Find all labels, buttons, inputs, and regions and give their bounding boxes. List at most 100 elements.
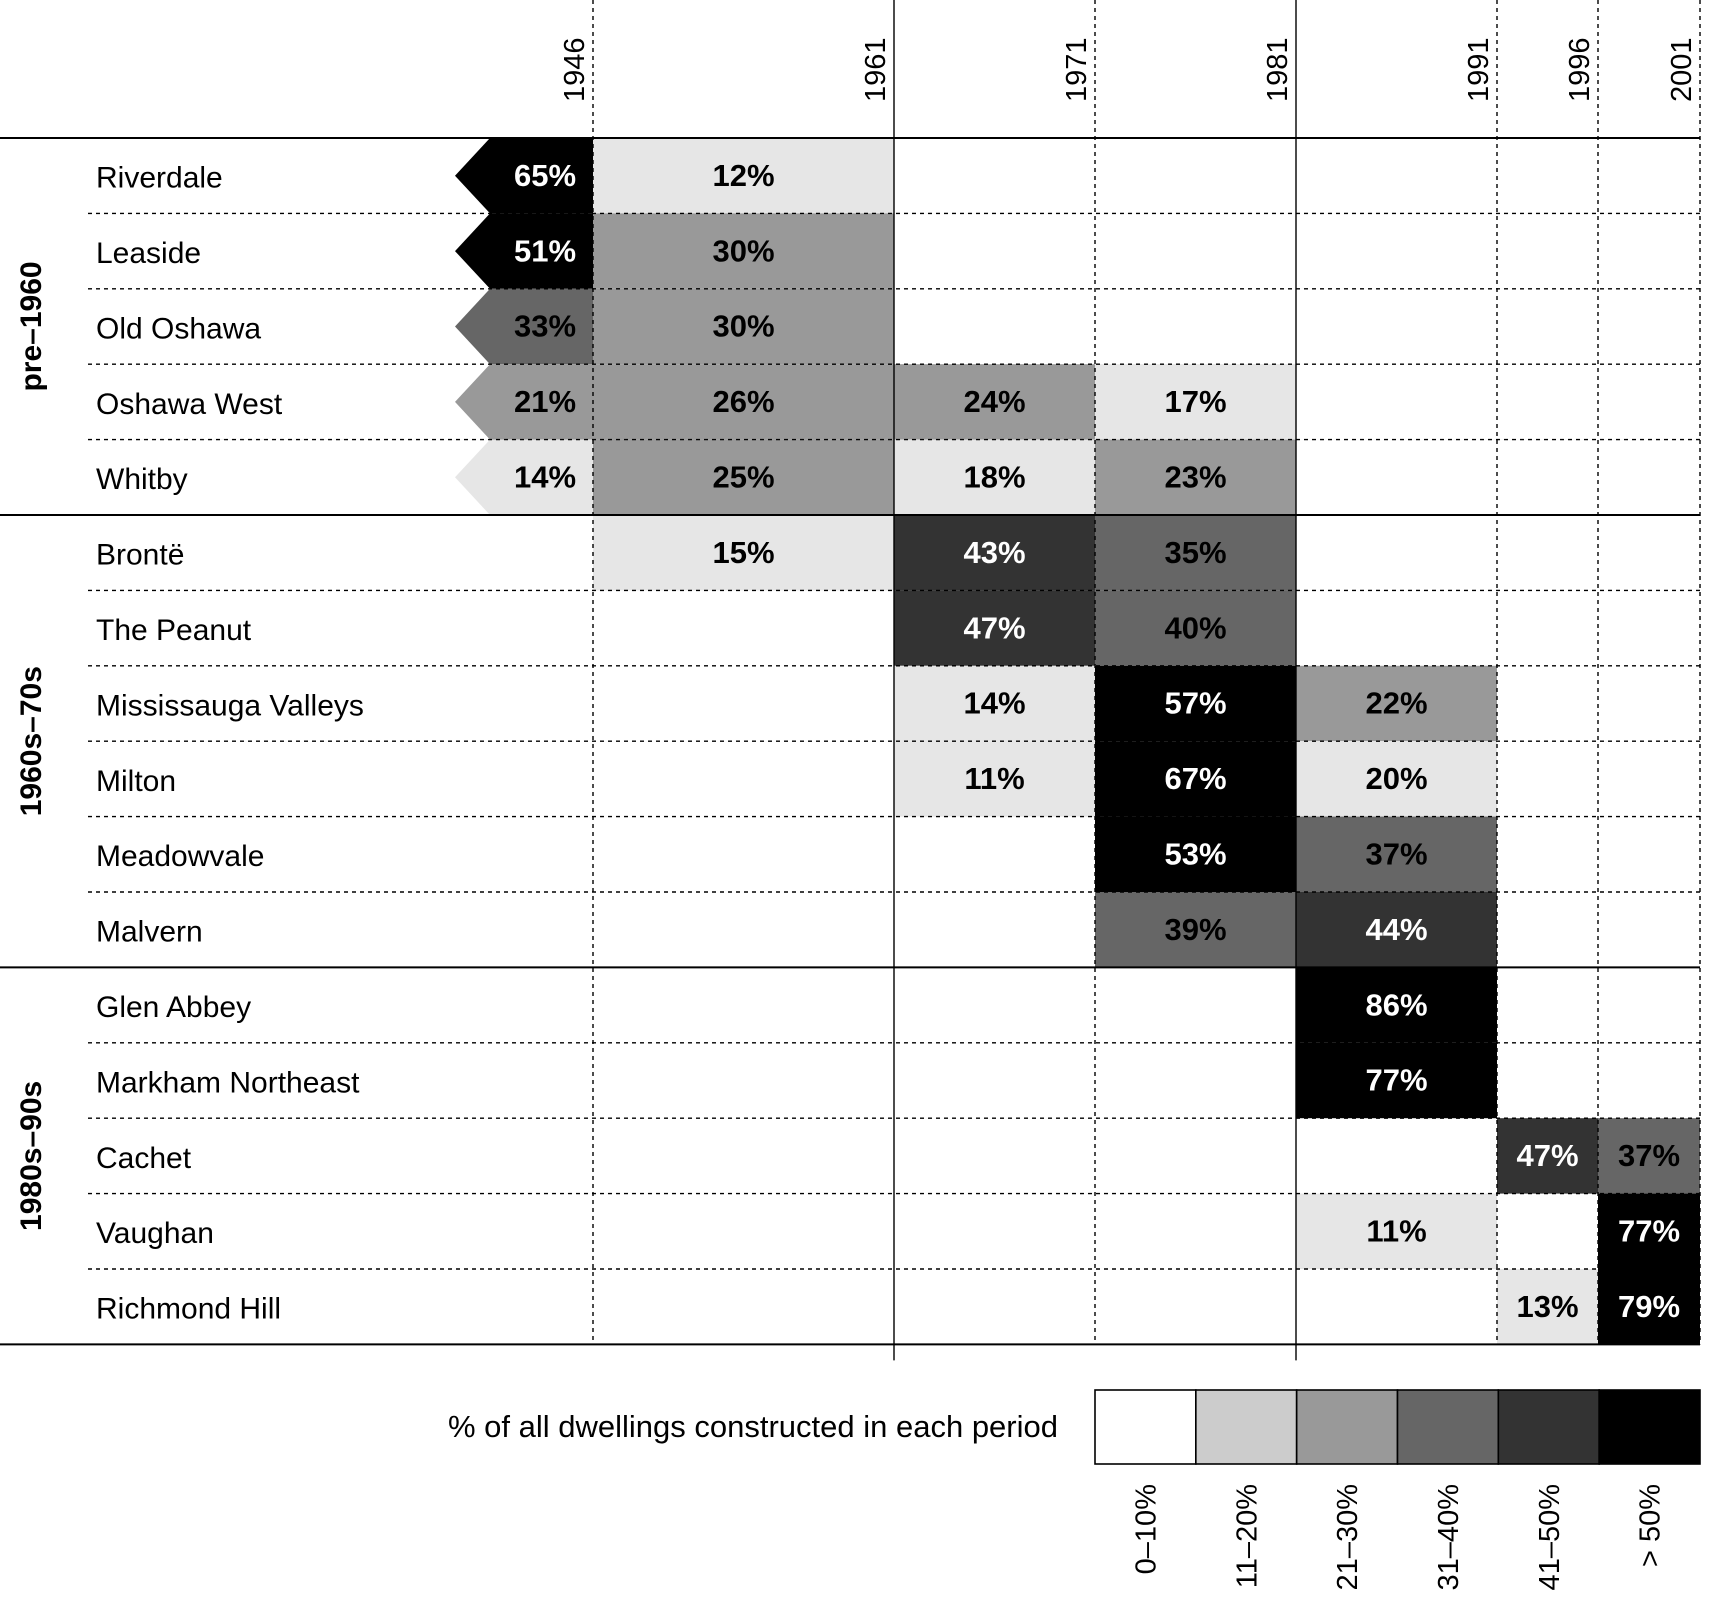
data-cell: [894, 439, 1095, 515]
row-name: The Peanut: [96, 614, 252, 647]
data-cell: [1296, 967, 1497, 1043]
data-cell: [894, 665, 1095, 742]
data-label: 20%: [1365, 761, 1427, 796]
legend-title: % of all dwellings constructed in each p…: [448, 1409, 1058, 1444]
data-cell: [1598, 1118, 1700, 1194]
data-label: 11%: [964, 761, 1024, 796]
data-label: 37%: [1365, 836, 1427, 871]
row-name: Mississauga Valleys: [96, 689, 364, 722]
data-cell: [1095, 741, 1296, 817]
row-name: Leaside: [96, 237, 201, 270]
legend-swatch: [1094, 1389, 1197, 1465]
data-cell: [894, 741, 1095, 817]
legend-swatch: [1497, 1389, 1600, 1465]
data-cell: [1598, 1193, 1700, 1269]
row-name: Vaughan: [96, 1217, 214, 1250]
data-cell: [1296, 741, 1497, 817]
row-name: Riverdale: [96, 162, 223, 195]
data-label: 67%: [1164, 761, 1226, 796]
legend-label: 31–40%: [1433, 1484, 1465, 1590]
data-label: 53%: [1164, 836, 1226, 871]
data-label: 30%: [712, 233, 774, 268]
data-label: 65%: [514, 158, 576, 193]
data-label: 57%: [1164, 686, 1226, 721]
data-cell: [1095, 364, 1296, 440]
data-cell: [593, 213, 894, 289]
data-label: 18%: [963, 459, 1025, 494]
data-label: 40%: [1164, 610, 1226, 645]
data-label: 12%: [712, 158, 774, 193]
group-label: pre–1960: [15, 261, 48, 391]
data-cell: [1296, 892, 1497, 968]
data-cell: [593, 439, 894, 515]
legend-swatch: [1295, 1389, 1399, 1465]
row-name: Malvern: [96, 916, 203, 949]
data-label: 43%: [963, 535, 1025, 570]
year-label: 2001: [1666, 37, 1698, 102]
row-name: Oshawa West: [96, 388, 283, 421]
data-label: 33%: [514, 309, 576, 344]
data-cell: [1095, 515, 1296, 591]
data-label: 13%: [1516, 1289, 1578, 1324]
data-cell: [1497, 1118, 1598, 1194]
data-cell: [593, 515, 894, 591]
data-cell: [1095, 439, 1296, 515]
data-label: 26%: [712, 384, 774, 419]
data-cell-arrow: [455, 364, 593, 440]
data-cell-arrow: [455, 213, 593, 289]
group-label: 1960s–70s: [15, 666, 48, 816]
data-cell: [593, 364, 894, 440]
year-label: 1981: [1262, 37, 1294, 102]
data-cell: [1095, 816, 1296, 892]
year-label: 1991: [1463, 37, 1495, 102]
data-label: 77%: [1365, 1063, 1427, 1098]
legend-label: 11–20%: [1231, 1484, 1263, 1588]
legend-label: 41–50%: [1534, 1484, 1566, 1590]
data-label: 35%: [1164, 535, 1226, 570]
row-name: Old Oshawa: [96, 312, 261, 345]
data-label: 47%: [963, 610, 1025, 645]
row-name: Milton: [96, 765, 176, 798]
legend-swatch: [1598, 1389, 1701, 1465]
data-label: 47%: [1516, 1138, 1578, 1173]
row-name: Meadowvale: [96, 840, 264, 873]
data-cell: [894, 590, 1095, 666]
data-label: 23%: [1164, 459, 1226, 494]
data-cell: [1095, 590, 1296, 666]
data-cell: [1296, 1193, 1497, 1269]
year-label: 1961: [860, 37, 892, 102]
data-cell: [1497, 1269, 1598, 1345]
labels-layer: 65% 12% 51% 30% 33% 30% 21% 26% 24% 17% 14% 25% 18% 2…: [15, 37, 1698, 1325]
year-label: 1971: [1061, 37, 1093, 102]
data-cell: [1296, 665, 1497, 742]
legend-swatch: [1396, 1389, 1500, 1465]
legend-label: > 50%: [1635, 1484, 1667, 1567]
row-name: Richmond Hill: [96, 1293, 281, 1326]
data-label: 77%: [1618, 1213, 1680, 1248]
data-label: 30%: [712, 309, 774, 344]
data-cell: [894, 515, 1095, 591]
row-name: Markham Northeast: [96, 1066, 360, 1099]
data-cell: [1296, 816, 1497, 892]
data-cell-arrow: [455, 288, 593, 365]
year-label: 1996: [1564, 37, 1596, 102]
data-label: 39%: [1164, 912, 1226, 947]
data-label: 79%: [1618, 1289, 1680, 1324]
data-label: 25%: [712, 459, 774, 494]
data-label: 15%: [712, 535, 774, 570]
legend-label: 21–30%: [1332, 1484, 1364, 1590]
data-label: 22%: [1365, 686, 1427, 721]
data-label: 14%: [514, 459, 576, 494]
data-cell-arrow: [455, 138, 593, 214]
year-label: 1946: [559, 37, 591, 102]
legend: % of all dwellings constructed in each p…: [448, 1389, 1701, 1590]
row-name: Glen Abbey: [96, 991, 251, 1024]
data-cell: [1296, 1042, 1497, 1119]
data-cell: [593, 288, 894, 365]
data-label: 24%: [963, 384, 1025, 419]
group-label: 1980s–90s: [15, 1081, 48, 1231]
data-cell: [894, 364, 1095, 440]
data-cell-arrow: [455, 439, 593, 515]
data-label: 44%: [1365, 912, 1427, 947]
